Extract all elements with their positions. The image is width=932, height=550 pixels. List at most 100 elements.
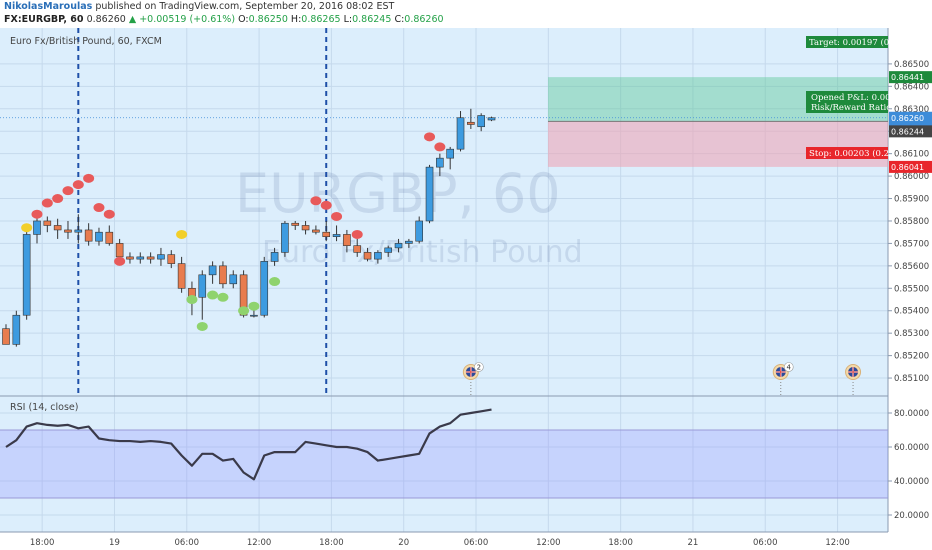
parabolic-sar — [21, 132, 446, 331]
candle-bull — [22, 234, 31, 316]
candle-bull — [415, 220, 424, 242]
time-axis: 18:00 19 06:00 12:00 18:00 20 06:00 12:00 18:00 2… — [30, 538, 850, 548]
price-tick-label: 0.85100 — [894, 374, 929, 384]
publish-header: NikolasMaroulas published on TradingView… — [0, 0, 932, 28]
quote-line: FX:EURGBP, 60 0.86260 ▲ +0.00519 (+0.61%… — [4, 14, 444, 26]
rsi-series — [5, 408, 492, 481]
time-tick-label: 18:00 — [608, 538, 633, 548]
time-tick-label: 18:00 — [30, 538, 55, 548]
candle-bull — [446, 148, 454, 159]
event-badge — [474, 362, 484, 372]
psar-dot — [217, 292, 229, 302]
candle-bull — [487, 117, 496, 121]
candle-bull — [477, 115, 485, 128]
psar-dot — [21, 223, 33, 233]
time-tick-label: 06:00 — [175, 538, 200, 548]
candle-bull — [456, 117, 465, 150]
psar-dot — [320, 200, 332, 210]
session-breaks — [77, 28, 328, 396]
candle-bull — [281, 222, 289, 253]
event-badge — [783, 362, 794, 372]
rsi-pane-bg — [0, 396, 888, 532]
candle-bull — [74, 229, 83, 233]
candle-bear — [43, 220, 52, 226]
main-pane-title: Euro Fx/British Pound, 60, FXCM — [10, 36, 162, 47]
candle-bull — [250, 314, 258, 317]
open-label: O: — [238, 14, 249, 25]
psar-dot — [331, 211, 343, 221]
psar-dot — [238, 306, 250, 316]
price-tick-label: 0.85600 — [894, 262, 929, 272]
price-change: ▲ +0.00519 (+0.61%) — [128, 14, 236, 25]
candle-bull — [136, 256, 145, 260]
long-position-tool[interactable]: Target: 0.00197 (0.2 Opened P&L: 0.00Risk… — [0, 36, 902, 167]
time-tick-label: 12:00 — [536, 538, 561, 548]
candle-bear — [53, 225, 62, 231]
candle-bull — [208, 265, 217, 276]
candle-bear — [105, 231, 114, 244]
pnl-box-bg — [806, 91, 888, 113]
rsi-pane-title: RSI (14, close) — [10, 402, 78, 413]
rsi-tick-label: 40.0000 — [894, 477, 929, 487]
candle-bear — [343, 234, 351, 246]
time-tick-label: 06:00 — [753, 538, 778, 548]
candle-bear — [2, 328, 10, 345]
candle-bull — [332, 234, 341, 237]
stop-box-bg — [806, 147, 888, 159]
psar-dot — [186, 295, 198, 305]
target-box-text: Target: 0.00197 (0.2 — [809, 37, 897, 48]
high-value: 0.86265 — [301, 14, 341, 25]
publish-line: NikolasMaroulas published on TradingView… — [4, 1, 394, 13]
price-tag — [889, 71, 932, 84]
candle-bear — [291, 222, 300, 226]
author-link[interactable]: NikolasMaroulas — [4, 1, 93, 12]
price-tick-label: 0.86300 — [894, 105, 929, 115]
low-value: 0.86245 — [352, 14, 392, 25]
symbol-label: FX:EURGBP, 60 — [4, 14, 84, 25]
psar-dot — [434, 142, 446, 152]
candle-bear — [219, 265, 227, 285]
candle-bear — [301, 225, 310, 231]
candle-bear — [146, 256, 155, 260]
price-tick-label: 0.85300 — [894, 329, 929, 339]
psar-dot — [114, 256, 126, 266]
time-tick-label: 12:00 — [247, 538, 272, 548]
price-axis: 0.85100 0.85200 0.85300 0.85400 0.85500 0.856… — [888, 60, 929, 384]
candle-bull — [394, 243, 403, 249]
price-tick-label: 0.86400 — [894, 82, 929, 92]
price-tag — [889, 160, 932, 173]
psar-dot — [310, 196, 322, 206]
low-label: L: — [343, 14, 353, 25]
main-pane-bg — [0, 28, 888, 396]
stop-zone — [548, 121, 888, 167]
rsi-tick-label: 20.0000 — [894, 511, 929, 521]
price-tag-label: 0.86244 — [891, 127, 924, 136]
psar-dot — [207, 290, 219, 300]
target-box-bg — [806, 36, 888, 48]
psar-dot — [83, 173, 95, 183]
time-tick-label: 21 — [688, 538, 699, 548]
psar-dot — [62, 186, 74, 196]
price-tick-label: 0.85700 — [894, 239, 929, 249]
candle-bull — [229, 274, 238, 285]
rsi-line — [0, 408, 888, 499]
last-price: 0.86260 — [86, 14, 126, 25]
psar-dot — [31, 209, 43, 219]
candle-bear — [467, 121, 475, 125]
candle-bear — [353, 245, 362, 253]
time-tick-label: 19 — [109, 538, 120, 548]
target-box: Target: 0.00197 (0.2 — [806, 36, 897, 48]
rr-text: Risk/Reward Ratio: 0 — [811, 103, 902, 113]
time-tick-label: 06:00 — [464, 538, 489, 548]
close-label: C: — [394, 14, 405, 25]
psar-dot — [351, 229, 363, 239]
time-axis-bg — [0, 532, 888, 550]
candle-bear — [363, 252, 372, 260]
price-tick-label: 0.85800 — [894, 217, 929, 227]
psar-dot — [248, 301, 260, 311]
psar-dot — [196, 321, 208, 331]
price-tag-label: 0.86041 — [891, 163, 924, 172]
